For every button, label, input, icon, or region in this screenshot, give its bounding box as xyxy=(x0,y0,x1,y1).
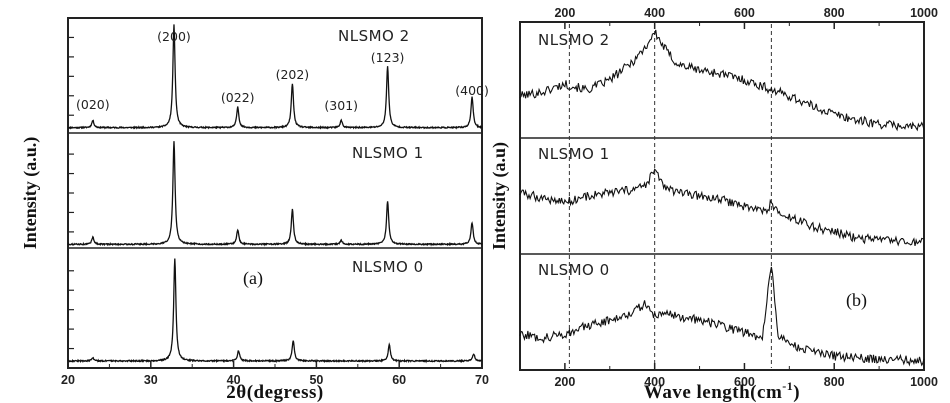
raman-x-tick-label-top: 600 xyxy=(734,6,755,20)
raman-x-tick-label-bottom: 200 xyxy=(554,375,575,389)
raman-series-1-line xyxy=(519,168,925,247)
raman-x-axis-label-sup: -1 xyxy=(782,379,793,393)
xrd-x-tick-label: 20 xyxy=(61,373,75,387)
raman-series-2-line xyxy=(519,266,925,367)
xrd-x-tick-label: 50 xyxy=(309,373,323,387)
xrd-peak-label: (123) xyxy=(371,50,405,65)
xrd-x-tick-label: 70 xyxy=(475,373,489,387)
raman-x-axis-label: Wave length(cm-1) xyxy=(644,379,800,403)
xrd-peak-label: (022) xyxy=(221,90,255,105)
raman-x-tick-label-bottom: 400 xyxy=(644,375,665,389)
xrd-x-tick-labels: 20 30 40 50 60 70 xyxy=(61,373,489,387)
xrd-y-axis-label: Intensity (a.u.) xyxy=(20,137,41,250)
xrd-series-labels: NLSMO 2 NLSMO 1 NLSMO 0 xyxy=(338,27,424,276)
raman-x-tick-label-bottom: 600 xyxy=(734,375,755,389)
xrd-peak-label: (200) xyxy=(157,29,191,44)
raman-series-label: NLSMO 0 xyxy=(538,261,610,279)
raman-traces xyxy=(519,29,925,367)
raman-plot-frame xyxy=(519,21,925,371)
xrd-peak-label: (020) xyxy=(76,97,110,112)
raman-x-tick-label-top: 200 xyxy=(554,6,575,20)
xrd-x-tick-label: 60 xyxy=(392,373,406,387)
raman-series-0-line xyxy=(519,29,925,132)
raman-series-label: NLSMO 2 xyxy=(538,31,610,49)
xrd-series-1-line xyxy=(67,141,483,247)
panel-a-label: (a) xyxy=(243,268,263,289)
raman-series-label: NLSMO 1 xyxy=(538,145,610,163)
xrd-x-tick-label: 40 xyxy=(227,373,241,387)
xrd-x-tick-label: 30 xyxy=(144,373,158,387)
xrd-peak-label: (202) xyxy=(276,67,310,82)
raman-y-axis-label: Intensity (a.u) xyxy=(489,142,510,250)
raman-x-tick-label-bottom: 800 xyxy=(824,375,845,389)
raman-x-tick-label-top: 1000 xyxy=(910,6,938,20)
xrd-chart: (020) (200) (022) (202) (301) (123) (400) NLSM… xyxy=(20,17,489,403)
raman-reference-lines xyxy=(568,24,772,368)
raman-x-tick-label-bottom: 1000 xyxy=(910,375,938,389)
xrd-peak-labels: (020) (200) (022) (202) (301) (123) (400) xyxy=(76,29,489,113)
raman-x-tick-labels: 200 400 600 800 1000 200 400 600 800 1000 xyxy=(554,6,937,389)
raman-x-axis-label-main: Wave length(cm xyxy=(644,382,782,403)
raman-axis-ticks xyxy=(564,22,925,370)
raman-series-labels: NLSMO 2 NLSMO 1 NLSMO 0 xyxy=(538,31,610,279)
xrd-traces xyxy=(67,24,483,364)
xrd-series-label: NLSMO 0 xyxy=(352,258,424,276)
raman-x-tick-label-top: 800 xyxy=(824,6,845,20)
xrd-peak-label: (400) xyxy=(455,83,489,98)
xrd-axis-ticks xyxy=(67,36,483,368)
xrd-peak-label: (301) xyxy=(324,98,358,113)
xrd-series-label: NLSMO 1 xyxy=(352,144,424,162)
raman-x-axis-label-close: ) xyxy=(793,382,800,403)
xrd-series-0-line xyxy=(67,24,483,130)
raman-x-tick-label-top: 400 xyxy=(644,6,665,20)
xrd-series-2-line xyxy=(67,258,483,364)
xrd-x-axis-label: 2θ(degress) xyxy=(226,382,323,403)
xrd-series-label: NLSMO 2 xyxy=(338,27,410,45)
panel-b-label: (b) xyxy=(846,290,867,311)
